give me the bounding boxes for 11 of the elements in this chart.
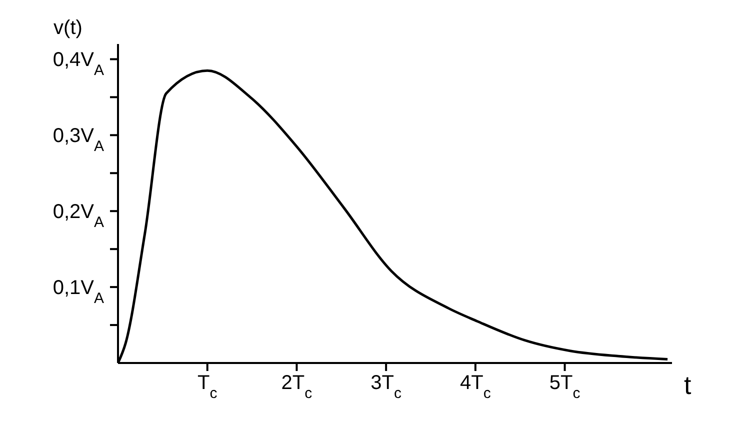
x-tick-label: 2T$_{c}$ — [281, 372, 313, 402]
y-axis-title: v(t) — [54, 17, 82, 39]
y-tick-label: 0,1V$_{A}$ — [52, 277, 104, 307]
y-tick-label: 0,3V$_{A}$ — [52, 125, 104, 155]
x-tick-label: 5T$_{c}$ — [549, 372, 581, 402]
x-axis-title: t — [684, 370, 692, 400]
x-tick-label: T$_{c}$ — [197, 372, 218, 402]
x-tick-label: 3T$_{c}$ — [370, 372, 402, 402]
y-tick-label: 0,4V$_{A}$ — [52, 49, 104, 79]
x-tick-label: 4T$_{c}$ — [460, 372, 492, 402]
y-tick-label: 0,2V$_{A}$ — [52, 201, 104, 231]
